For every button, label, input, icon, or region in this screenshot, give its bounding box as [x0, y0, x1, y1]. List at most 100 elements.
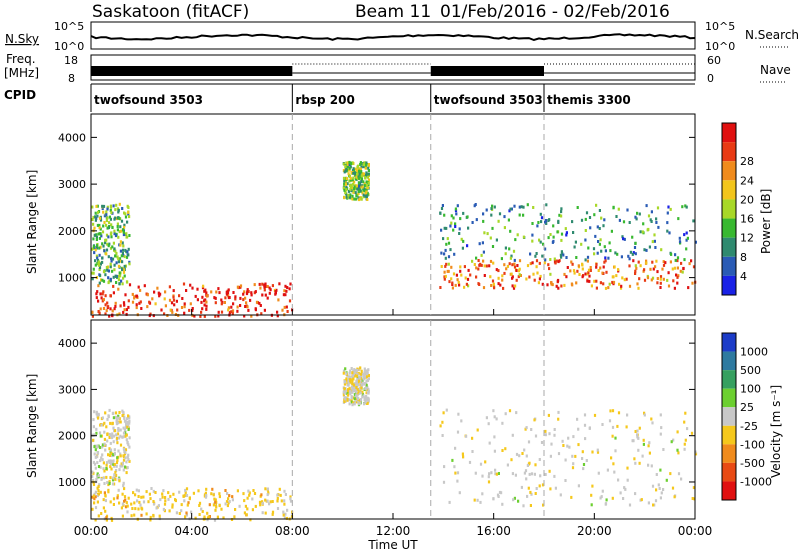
data-cell — [356, 388, 359, 392]
data-cell — [653, 233, 656, 237]
data-cell — [349, 379, 352, 383]
data-cell — [601, 423, 604, 426]
data-cell — [95, 292, 98, 296]
data-cell — [580, 218, 584, 222]
data-cell — [148, 300, 151, 304]
data-cell — [161, 492, 164, 496]
data-cell — [571, 466, 575, 470]
colorbar-swatch — [722, 370, 736, 389]
data-cell — [183, 311, 186, 315]
data-cell — [457, 280, 460, 284]
data-cell — [122, 270, 126, 274]
data-cell — [233, 515, 236, 519]
data-cell — [692, 219, 695, 223]
data-cell — [123, 255, 126, 259]
data-cell — [94, 263, 97, 267]
data-cell — [557, 278, 560, 282]
data-cell — [662, 277, 665, 281]
data-cell — [452, 272, 456, 276]
data-cell — [106, 226, 109, 230]
data-cell — [441, 204, 444, 207]
data-cell — [638, 426, 641, 430]
data-cell — [510, 272, 513, 276]
data-cell — [365, 163, 368, 167]
data-cell — [599, 281, 602, 285]
data-cell — [451, 286, 454, 290]
data-cell — [126, 417, 129, 421]
data-cell — [97, 489, 100, 493]
data-cell — [187, 501, 190, 505]
data-cell — [102, 210, 105, 214]
data-cell — [128, 415, 131, 419]
colorbar-swatch — [722, 407, 736, 426]
data-cell — [542, 242, 545, 246]
data-cell — [98, 273, 101, 277]
data-cell — [93, 501, 96, 505]
data-cell — [343, 182, 346, 186]
data-cell — [224, 502, 227, 506]
data-cell — [641, 230, 644, 234]
data-cell — [91, 218, 94, 221]
data-cell — [192, 491, 195, 495]
data-cell — [212, 503, 215, 507]
data-cell — [358, 169, 361, 173]
data-cell — [636, 433, 639, 437]
data-cell — [595, 286, 598, 290]
data-cell — [647, 214, 651, 218]
data-cell — [214, 314, 217, 318]
data-cell — [205, 304, 208, 308]
data-cell — [116, 255, 119, 259]
data-cell — [168, 285, 171, 289]
data-cell — [109, 209, 112, 212]
data-cell — [164, 496, 167, 499]
data-cell — [172, 295, 175, 299]
data-cell — [213, 518, 217, 522]
data-cell — [347, 381, 350, 385]
data-cell — [563, 283, 566, 287]
data-cell — [344, 181, 347, 184]
data-cell — [516, 233, 519, 237]
data-cell — [146, 293, 149, 297]
data-cell — [621, 235, 624, 239]
data-cell — [261, 511, 264, 515]
data-cell — [220, 507, 223, 511]
data-cell — [128, 436, 131, 440]
data-cell — [91, 271, 94, 275]
data-cell — [539, 212, 542, 216]
data-cell — [666, 221, 669, 225]
data-cell — [354, 186, 357, 190]
data-cell — [541, 483, 545, 487]
data-cell — [180, 306, 184, 309]
data-cell — [234, 295, 237, 299]
data-cell — [349, 392, 352, 396]
data-cell — [685, 247, 688, 251]
data-cell — [492, 497, 495, 501]
data-cell — [159, 292, 162, 296]
data-cell — [343, 382, 346, 386]
data-cell — [266, 487, 269, 491]
data-cell — [114, 249, 117, 253]
data-cell — [537, 281, 540, 285]
data-cell — [118, 202, 121, 206]
data-cell — [617, 268, 620, 272]
data-cell — [343, 188, 346, 192]
data-cell — [530, 472, 534, 476]
data-cell — [263, 308, 266, 312]
data-cell — [244, 296, 247, 300]
data-cell — [97, 299, 100, 303]
data-cell — [364, 387, 367, 391]
data-cell — [100, 296, 103, 300]
data-cell — [367, 181, 370, 185]
data-cell — [264, 285, 267, 288]
colorbar-swatch — [722, 218, 736, 238]
data-cell — [127, 253, 130, 257]
data-cell — [171, 505, 174, 509]
data-cell — [117, 488, 120, 492]
data-cell — [168, 509, 171, 513]
data-cell — [227, 306, 230, 310]
data-cell — [355, 194, 358, 198]
data-cell — [597, 471, 600, 475]
data-cell — [351, 178, 354, 182]
data-cell — [485, 416, 488, 420]
data-cell — [367, 163, 370, 166]
